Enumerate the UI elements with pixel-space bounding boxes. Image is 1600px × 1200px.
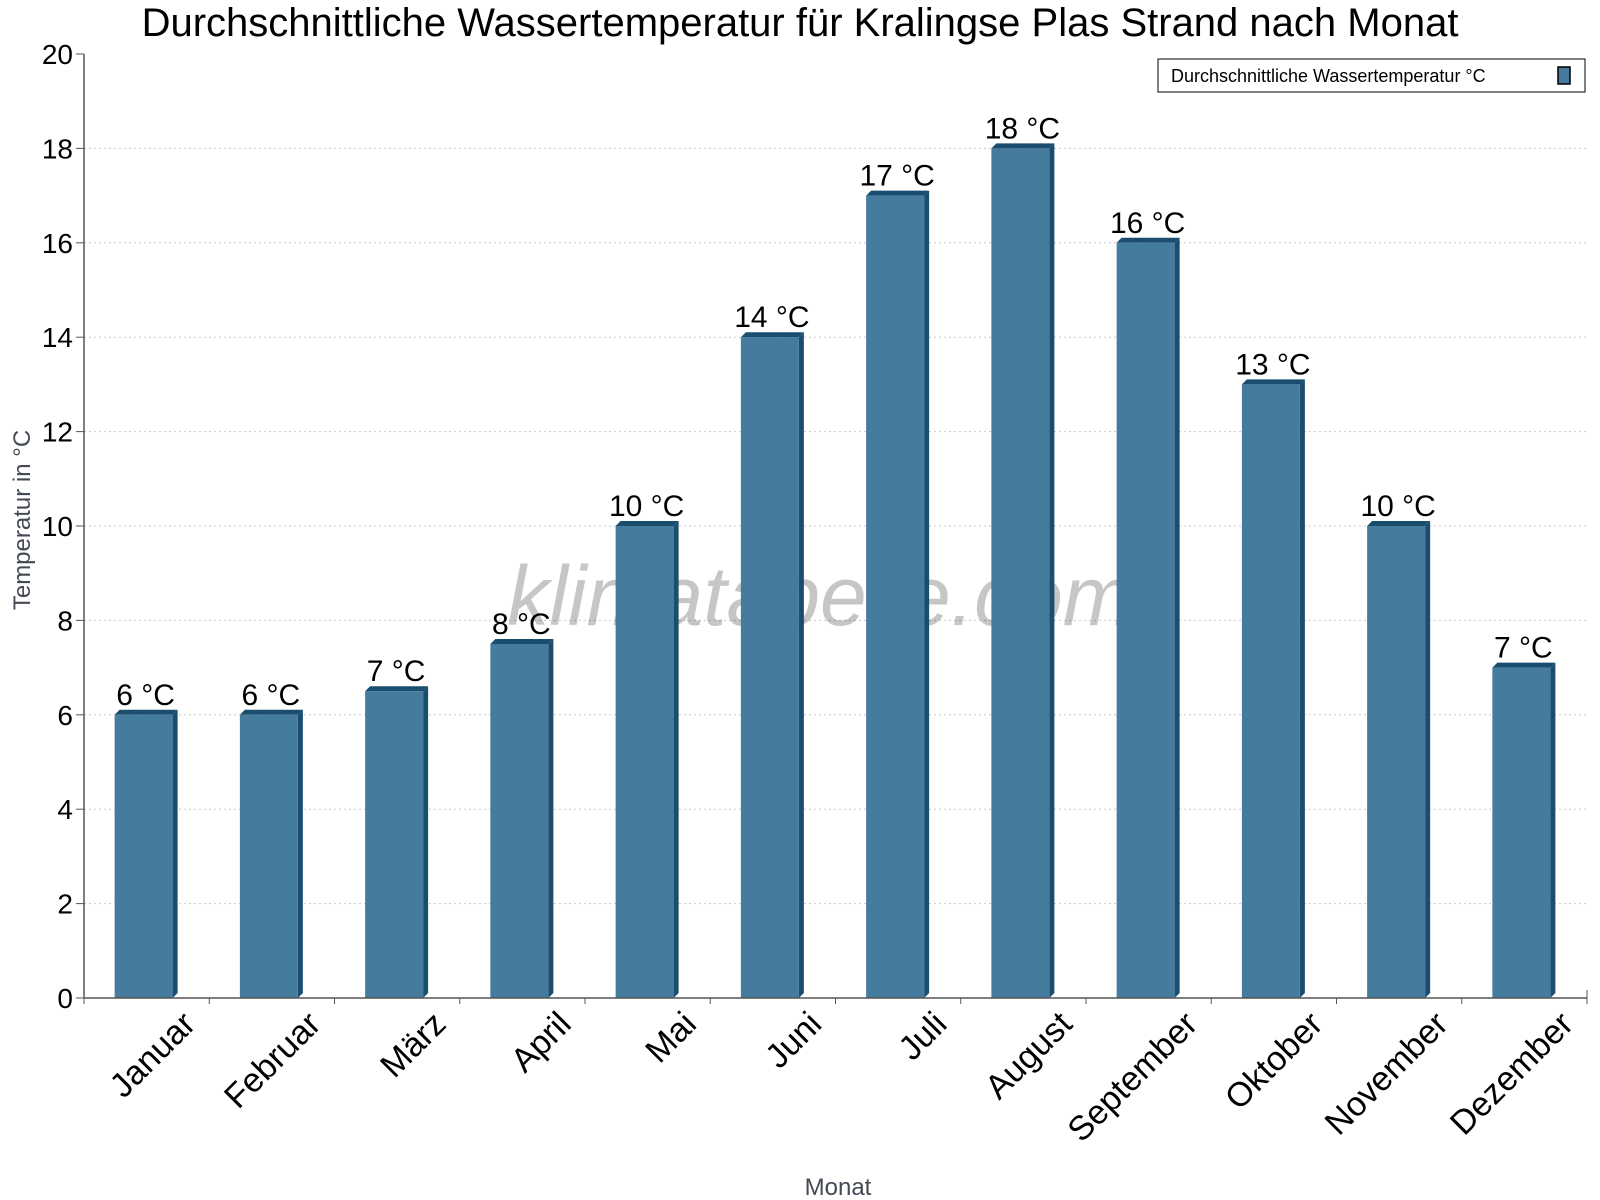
bar-group: 7 °C: [1492, 632, 1556, 998]
bar-group: 6 °C: [114, 679, 178, 998]
bar-side: [423, 686, 429, 998]
bar-group: 6 °C: [239, 679, 303, 998]
x-tick-label: Juli: [891, 1005, 954, 1068]
x-tick-label: Oktober: [1218, 1005, 1330, 1117]
bar-group: 18 °C: [985, 112, 1060, 998]
y-tick-label: 18: [42, 133, 73, 164]
x-tick-label: Juni: [758, 1005, 829, 1076]
bars: 6 °C 6 °C 7 °C 8 °C 10 °C 14 °C 17 °C 18 °C 16 °…: [114, 112, 1556, 999]
data-label: 10 °C: [1360, 490, 1435, 523]
bar-group: 17 °C: [859, 160, 935, 999]
data-label: 7 °C: [1494, 632, 1553, 665]
grid: [84, 147, 1587, 905]
bar-side: [924, 190, 930, 999]
bar-side: [548, 639, 554, 998]
legend-label: Durchschnittliche Wassertemperatur °C: [1171, 66, 1486, 86]
legend-box: [1157, 58, 1586, 93]
x-tick-label: November: [1318, 1005, 1456, 1143]
bar-top: [1492, 662, 1556, 668]
bar-group: 14 °C: [734, 301, 810, 998]
bar-side: [798, 332, 804, 998]
bar-side: [1550, 662, 1556, 998]
y-tick-label: 0: [57, 983, 73, 1014]
bar-top: [365, 686, 429, 692]
bar: [866, 195, 925, 999]
bar: [365, 691, 424, 998]
y-tick-label: 10: [42, 511, 73, 542]
data-label: 14 °C: [734, 301, 809, 334]
x-tick-label: Mai: [638, 1005, 704, 1071]
bar-top: [1367, 521, 1431, 526]
x-tick-label: Dezember: [1443, 1005, 1581, 1143]
bar-group: 10 °C: [609, 490, 684, 998]
bar-side: [1174, 237, 1180, 999]
y-tick-label: 6: [57, 700, 73, 731]
bar: [1492, 667, 1551, 998]
bar: [114, 714, 173, 998]
bar: [1116, 242, 1175, 999]
x-tick-label: Januar: [103, 1005, 203, 1105]
data-label: 13 °C: [1235, 348, 1310, 381]
bar: [740, 337, 799, 998]
data-label: 16 °C: [1110, 207, 1185, 240]
bar-group: 13 °C: [1235, 348, 1311, 998]
bar-top: [1241, 379, 1305, 385]
bar-group: 10 °C: [1360, 490, 1436, 998]
data-label: 6 °C: [116, 679, 175, 712]
bar-group: 8 °C: [490, 608, 554, 998]
x-tick-label: März: [373, 1005, 453, 1085]
bar-side: [1425, 521, 1431, 998]
legend-swatch: [1557, 66, 1571, 85]
x-tick-label: April: [504, 1005, 579, 1080]
data-label: 8 °C: [492, 608, 551, 641]
y-tick-label: 16: [42, 228, 73, 259]
bar-side: [172, 709, 178, 998]
y-tick-label: 2: [57, 889, 73, 920]
bar: [991, 148, 1050, 998]
data-label: 7 °C: [367, 655, 426, 688]
bar-top: [615, 521, 679, 526]
bar: [239, 714, 298, 998]
bar: [1367, 526, 1426, 998]
x-tick-label: September: [1060, 1005, 1204, 1149]
data-label: 10 °C: [609, 490, 684, 523]
y-tick-label: 14: [42, 322, 73, 353]
bar-group: 16 °C: [1110, 207, 1185, 999]
bar-side: [297, 709, 303, 998]
bar-side: [1049, 143, 1055, 998]
legend[interactable]: Durchschnittliche Wassertemperatur °C: [1157, 58, 1586, 93]
bar-group: 7 °C: [365, 655, 429, 998]
bar-top: [740, 332, 804, 338]
bar-side: [673, 521, 679, 998]
bar-top: [239, 709, 303, 715]
bar: [490, 644, 549, 998]
x-axis-label: Monat: [805, 1174, 872, 1200]
y-axis-label: Temperatur in °C: [9, 430, 36, 610]
y-tick-label: 4: [57, 794, 73, 825]
y-tick-label: 8: [57, 605, 73, 636]
bar: [615, 526, 674, 998]
chart-title: Durchschnittliche Wassertemperatur für K…: [142, 1, 1459, 45]
y-tick-label: 20: [42, 39, 73, 70]
data-label: 18 °C: [985, 112, 1060, 145]
x-tick-label: Februar: [217, 1005, 328, 1116]
bar-top: [991, 143, 1055, 149]
x-tick-label: August: [978, 1004, 1080, 1106]
bar-top: [114, 709, 178, 715]
y-tick-label: 12: [42, 417, 73, 448]
data-label: 17 °C: [859, 160, 934, 193]
bar-top: [490, 639, 554, 644]
bar-side: [1299, 379, 1305, 998]
bar-top: [1116, 237, 1180, 243]
data-label: 6 °C: [242, 679, 301, 712]
bar: [1241, 384, 1300, 998]
bar-top: [866, 190, 930, 196]
